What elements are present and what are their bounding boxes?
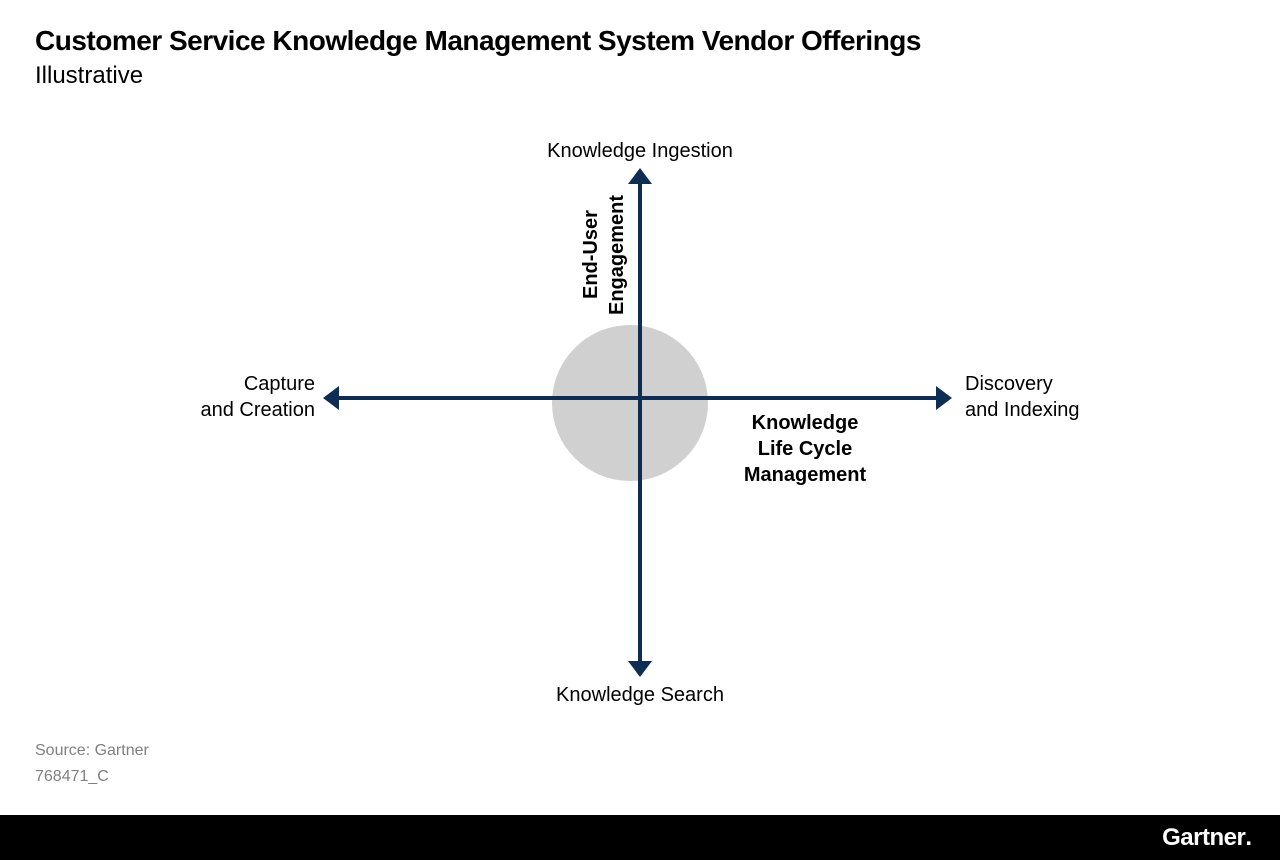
main-container: Customer Service Knowledge Management Sy… xyxy=(0,0,1280,860)
quadrant-diagram: Knowledge Ingestion Knowledge Search Cap… xyxy=(180,120,1100,710)
logo-dot: . xyxy=(1245,824,1252,852)
arrow-right-icon xyxy=(936,386,952,410)
label-bottom: Knowledge Search xyxy=(520,682,760,708)
vertical-axis-label: End-User Engagement xyxy=(578,180,630,330)
center-circle xyxy=(552,325,708,481)
chart-title: Customer Service Knowledge Management Sy… xyxy=(35,25,921,57)
vertical-axis xyxy=(638,180,642,665)
footer-bar: Gartner. xyxy=(0,815,1280,860)
gartner-logo: Gartner xyxy=(1162,824,1245,852)
chart-subtitle: Illustrative xyxy=(35,62,143,90)
source-id: 768471_C xyxy=(35,768,109,786)
label-right: Discovery and Indexing xyxy=(965,371,1145,423)
arrow-left-icon xyxy=(323,386,339,410)
arrow-up-icon xyxy=(628,168,652,184)
source-text: Source: Gartner xyxy=(35,742,149,760)
arrow-down-icon xyxy=(628,661,652,677)
label-left: Capture and Creation xyxy=(150,371,315,423)
label-top: Knowledge Ingestion xyxy=(520,138,760,164)
horizontal-axis-label: Knowledge Life Cycle Management xyxy=(725,410,885,488)
